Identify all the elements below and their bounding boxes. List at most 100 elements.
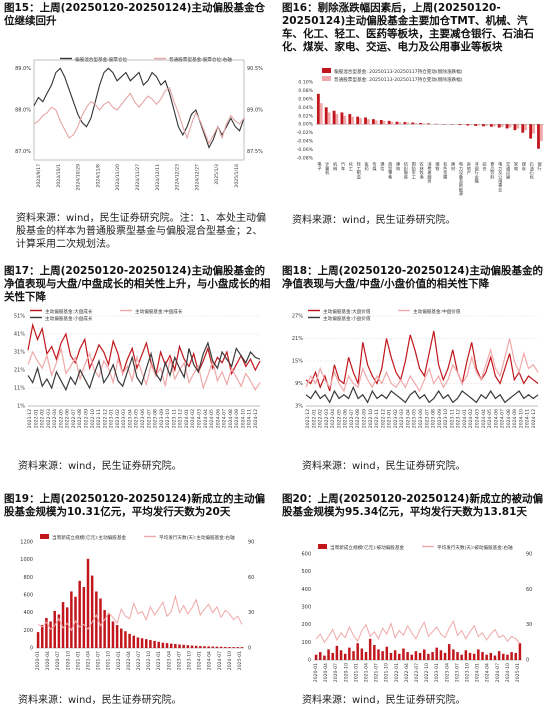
x-tick-label: 2024-03 — [197, 409, 203, 428]
bar — [331, 652, 334, 660]
x-tick-label: 2023-10 — [443, 409, 449, 428]
x-tick-label: 2024-09 — [234, 409, 240, 428]
x-tick-label: 2023-11 — [171, 409, 177, 428]
x-tick-label: 2022-06 — [343, 409, 349, 428]
x-tick-label: 2024/12/23 — [175, 164, 181, 191]
x-tick-label: 2024-10 — [240, 409, 246, 428]
x-tick-label: 2022-07 — [349, 409, 355, 428]
x-tick-label: 2024-04 — [207, 651, 213, 670]
x-tick-label: 2021-04 — [364, 663, 370, 682]
bar — [178, 644, 181, 648]
x-tick-label: 2024/12/27 — [194, 164, 200, 191]
legend-0-swatch — [322, 68, 331, 73]
legend-1-label: 主动偏股基金:中盘价值 — [413, 308, 461, 315]
x-tick-label: 2022-01 — [394, 663, 400, 682]
bar — [414, 122, 417, 125]
bar — [427, 123, 430, 125]
y-left-tick-label: 89.0% — [15, 66, 31, 72]
bar — [464, 650, 468, 660]
x-tick-label: 2022-01 — [311, 409, 317, 428]
bar — [332, 110, 336, 125]
category-label: 机械 — [332, 161, 338, 172]
bar — [537, 124, 540, 149]
bar — [323, 655, 326, 660]
bar — [153, 640, 156, 648]
x-tick-label: 2021-01 — [75, 651, 81, 670]
x-tick-label: 2022-04 — [330, 409, 336, 428]
y-tick-label: 0.10% — [298, 80, 313, 86]
x-tick-label: 2023-02 — [393, 409, 399, 428]
bar — [360, 648, 364, 660]
x-tick-label: 2024-05 — [209, 409, 215, 428]
bar — [74, 596, 77, 648]
y-left-tick-label: 300 — [301, 605, 311, 611]
bar — [402, 648, 405, 660]
bar — [169, 643, 173, 648]
series-line-2 — [305, 385, 539, 404]
x-tick-label: 2024-04 — [203, 409, 209, 428]
x-tick-label: 2024/11/27 — [135, 164, 141, 191]
bar — [447, 644, 451, 660]
y-right-tick-label: 90 — [526, 552, 532, 558]
x-tick-label: 2020-07 — [333, 663, 339, 682]
x-tick-label: 2024-07 — [500, 409, 506, 428]
y-left-tick-label: 800 — [23, 575, 33, 581]
bar — [40, 625, 44, 648]
x-tick-label: 2024-01 — [184, 409, 190, 428]
x-tick-label: 2023-06 — [140, 409, 146, 428]
x-tick-label: 2020-10 — [65, 651, 71, 670]
category-label: 农林牧渔 — [419, 161, 425, 181]
y-tick-label: 9% — [295, 381, 303, 387]
bar — [340, 112, 344, 125]
bar — [232, 647, 235, 648]
x-tick-label: 2023-07 — [146, 409, 152, 428]
y-left-tick-label: 1200 — [20, 540, 33, 546]
bar — [364, 117, 367, 125]
bar — [435, 647, 438, 660]
plot-frame — [33, 59, 245, 161]
bar — [327, 649, 330, 660]
x-tick-label: 2023-03 — [399, 409, 405, 428]
bar — [539, 124, 543, 142]
y-tick-label: 41% — [14, 332, 25, 338]
bar — [352, 651, 355, 660]
x-tick-label: 2021-07 — [96, 651, 102, 670]
bar — [111, 621, 115, 648]
bar — [521, 124, 525, 133]
bar — [335, 114, 339, 125]
x-tick-label: 2024-06 — [215, 409, 221, 428]
category-label: 汽车 — [340, 161, 346, 172]
bar — [431, 652, 434, 660]
bar — [418, 652, 422, 660]
x-tick-label: 2023-07 — [424, 409, 430, 428]
bar — [489, 124, 493, 127]
y-tick-label: 1% — [17, 404, 25, 410]
x-tick-label: 2022-11 — [374, 409, 380, 428]
bar — [236, 647, 240, 648]
legend-1-label: 平均发行天数(天):主动偏股基金:右轴 — [159, 534, 235, 541]
bar — [381, 651, 384, 660]
x-tick-label: 2021-07 — [374, 663, 380, 682]
x-tick-label: 2023-08 — [153, 409, 159, 428]
bar — [132, 635, 136, 648]
bar — [107, 614, 111, 648]
y-left-tick-label: 400 — [301, 587, 311, 593]
bar — [348, 114, 352, 125]
x-tick-label: 2021-01 — [353, 663, 359, 682]
x-tick-label: 2022-12 — [102, 409, 108, 428]
bar — [136, 637, 140, 648]
bar — [410, 654, 414, 660]
y-right-tick-label: 30 — [526, 622, 532, 628]
bar — [492, 124, 496, 127]
x-tick-label: 2023-04 — [166, 651, 172, 670]
category-label: 非银行金融 — [474, 161, 480, 185]
bar — [474, 124, 478, 126]
category-label: 银行 — [537, 161, 543, 172]
bar — [215, 646, 219, 648]
x-tick-label: 2023-08 — [431, 409, 437, 428]
x-tick-label: 2024-09 — [512, 409, 518, 428]
x-tick-label: 2023-12 — [456, 409, 462, 428]
x-tick-label: 2024-01 — [462, 409, 468, 428]
bar — [224, 646, 227, 648]
y-right-tick-label: 87.5% — [247, 149, 263, 155]
